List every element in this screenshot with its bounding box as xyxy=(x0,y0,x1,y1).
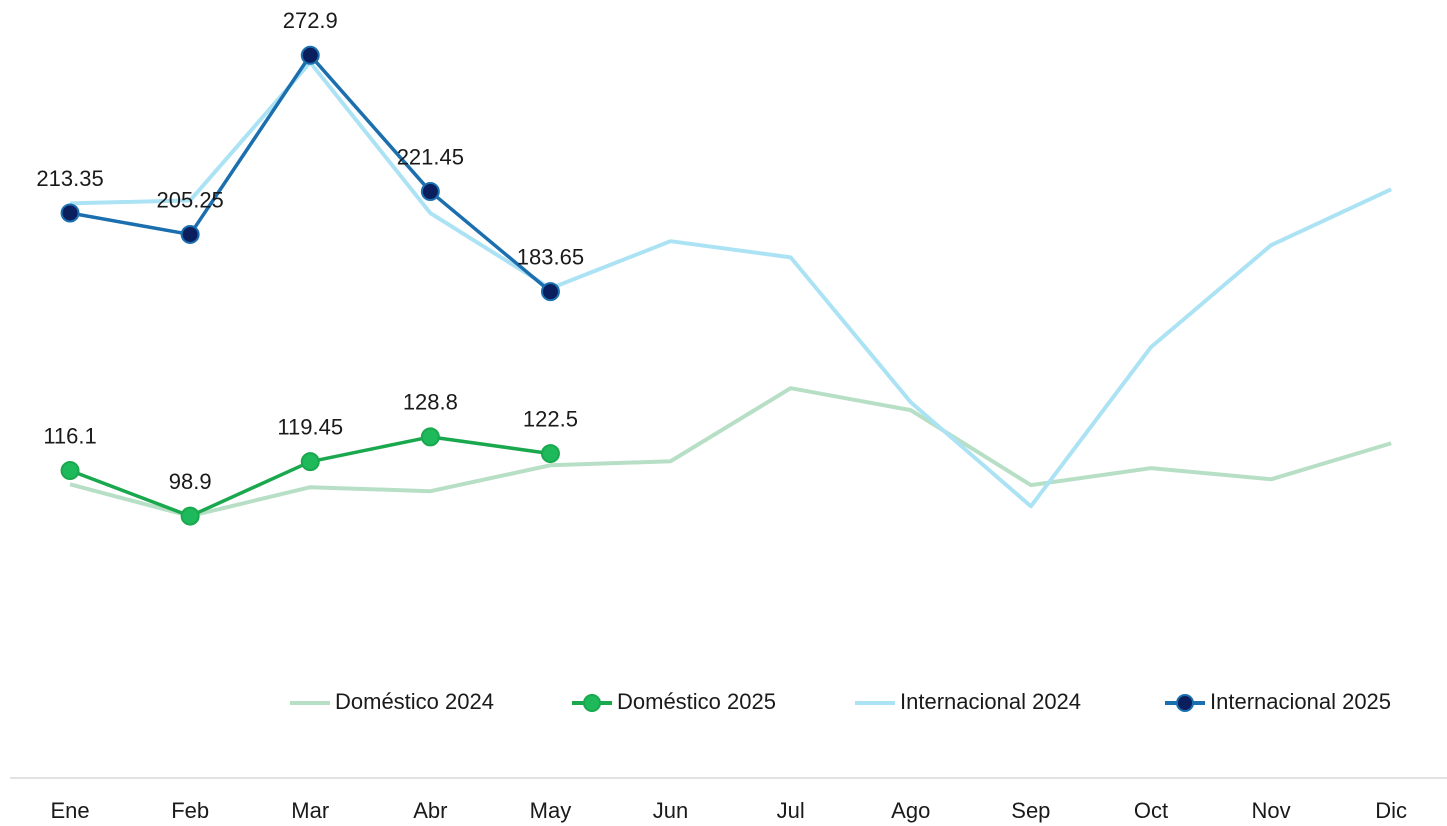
point-marker xyxy=(420,427,440,447)
x-tick-label: Sep xyxy=(1011,798,1050,823)
x-tick-label: Jul xyxy=(777,798,805,823)
data-label: 122.5 xyxy=(523,406,578,431)
x-tick-label: Feb xyxy=(171,798,209,823)
data-label: 98.9 xyxy=(169,469,212,494)
x-tick-label: Ago xyxy=(891,798,930,823)
point-marker xyxy=(420,182,440,202)
series-line xyxy=(69,53,552,293)
x-tick-label: Nov xyxy=(1251,798,1290,823)
data-label: 221.45 xyxy=(397,144,464,169)
data-label: 116.1 xyxy=(43,423,96,448)
data-label: 205.25 xyxy=(157,187,224,212)
point-marker xyxy=(300,45,320,65)
data-label: 119.45 xyxy=(277,414,343,439)
legend-label: Doméstico 2024 xyxy=(335,689,494,714)
x-tick-label: May xyxy=(530,798,572,823)
legend-marker xyxy=(1176,694,1194,712)
x-tick-label: Oct xyxy=(1134,798,1168,823)
data-label: 213.35 xyxy=(36,166,103,191)
legend-label: Internacional 2024 xyxy=(900,689,1081,714)
data-label: 272.9 xyxy=(283,8,338,33)
series-line xyxy=(70,60,1392,509)
x-tick-label: Mar xyxy=(291,798,329,823)
point-marker xyxy=(60,461,80,481)
x-tick-label: Dic xyxy=(1375,798,1407,823)
legend-label: Doméstico 2025 xyxy=(617,689,776,714)
series-line xyxy=(69,386,1392,519)
data-label: 128.8 xyxy=(403,390,458,415)
legend-label: Internacional 2025 xyxy=(1210,689,1391,714)
x-tick-label: Ene xyxy=(50,798,89,823)
point-marker xyxy=(60,203,80,223)
point-marker xyxy=(180,224,200,244)
data-label: 183.65 xyxy=(517,244,584,269)
point-marker xyxy=(540,444,560,464)
point-marker xyxy=(180,506,200,526)
legend-marker xyxy=(583,694,601,712)
x-tick-label: Jun xyxy=(653,798,688,823)
x-tick-label: Abr xyxy=(413,798,447,823)
point-marker xyxy=(540,282,560,302)
point-marker xyxy=(300,452,320,472)
